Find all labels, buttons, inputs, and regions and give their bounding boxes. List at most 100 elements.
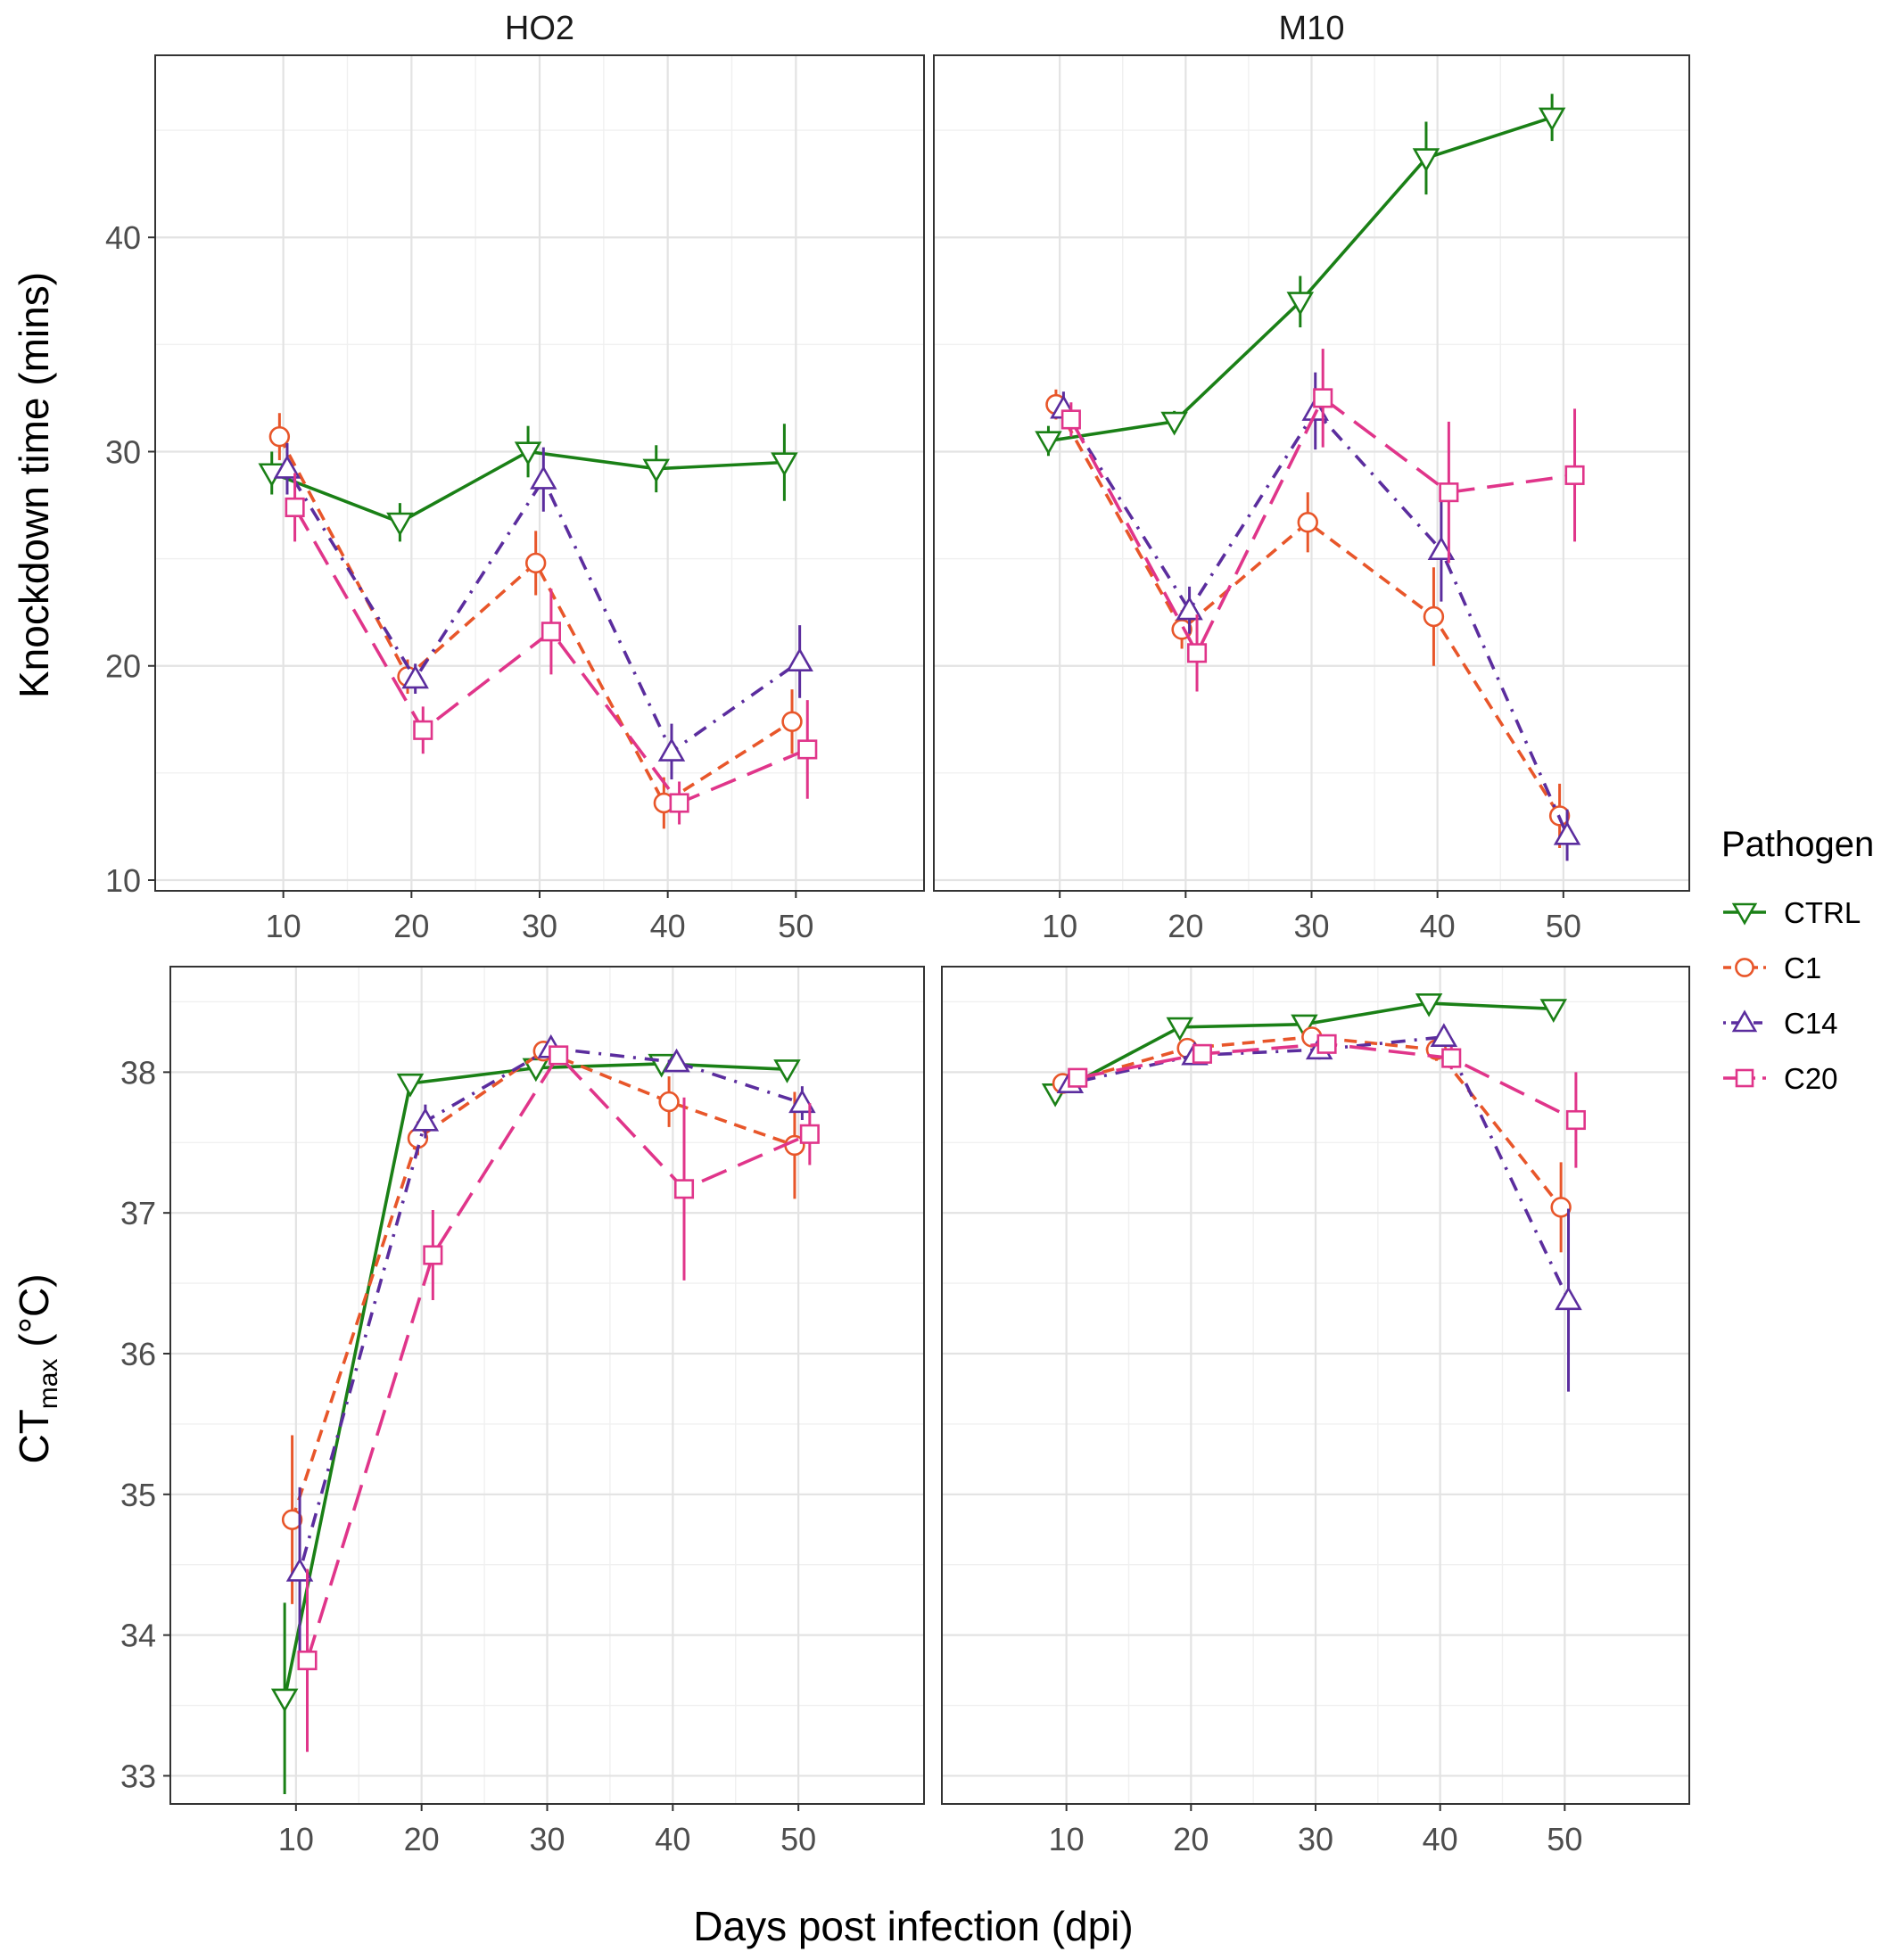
data-point	[1439, 482, 1459, 503]
x-tick-label: 30	[522, 908, 557, 944]
x-tick-label: 10	[266, 908, 301, 944]
gridlines	[942, 967, 1689, 1804]
series-line	[1054, 403, 1562, 817]
legend-label: C20	[1784, 1062, 1838, 1095]
x-tick-label: 40	[1423, 1821, 1458, 1857]
data-point	[1035, 431, 1062, 456]
panel-r1-c1: 10 20 30 40 50	[941, 966, 1690, 1857]
panel-r0-c0: HO2 10 20 30 40 50 10 20 30 40	[105, 10, 925, 944]
panel-r0-c1: M10 10 20 30 40 50	[933, 10, 1690, 944]
legend-label: C14	[1784, 1007, 1838, 1040]
y-axis-title-top: Knockdown time (mins)	[11, 272, 57, 698]
data-point	[1060, 409, 1081, 430]
y-tick-label: 38	[120, 1054, 156, 1091]
x-tick-label: 20	[1173, 1821, 1209, 1857]
data-point	[396, 1073, 425, 1098]
labels-layer: Days post infection (dpi) Knockdown time…	[11, 272, 1134, 1949]
series-C20	[285, 473, 818, 825]
strip-label: HO2	[505, 10, 574, 47]
x-tick-label: 30	[1298, 1821, 1333, 1857]
data-point	[773, 1059, 801, 1083]
data-point	[268, 425, 291, 448]
panels-layer: HO2 10 20 30 40 50 10 20 30 40 M10 10 20 30 40 50 10 20 30…	[105, 10, 1690, 1857]
x-tick-label: 10	[1049, 1821, 1085, 1857]
y-tick-label: 40	[105, 219, 141, 256]
data-point	[797, 739, 818, 760]
data-point	[1441, 1048, 1462, 1068]
data-point	[1176, 596, 1203, 621]
x-tick-label: 50	[778, 908, 813, 944]
series-CTRL	[270, 1053, 801, 1794]
legend: Pathogen CTRL C1 C14 C20	[1721, 825, 1874, 1095]
series-line	[1061, 408, 1569, 836]
x-tick-label: 40	[1420, 908, 1456, 944]
data-point	[657, 737, 686, 762]
data-point	[514, 441, 542, 466]
data-point	[1555, 1286, 1582, 1311]
data-point	[1186, 643, 1208, 663]
y-tick-label: 35	[120, 1477, 156, 1513]
data-point	[1423, 605, 1445, 628]
series-C14	[273, 442, 813, 780]
data-point	[281, 1509, 303, 1530]
series-layer	[258, 413, 818, 829]
data-point	[530, 465, 557, 490]
x-tick-label: 40	[655, 1821, 690, 1857]
gridlines	[934, 55, 1689, 891]
x-tick-label: 20	[393, 908, 429, 944]
legend-marker	[1731, 1009, 1758, 1033]
data-point	[1564, 465, 1585, 485]
series-line	[1069, 1034, 1571, 1301]
legend-title: Pathogen	[1721, 825, 1874, 864]
series-C1	[1052, 1026, 1572, 1253]
x-tick-label: 40	[650, 908, 686, 944]
y-tick-label: 36	[120, 1336, 156, 1372]
data-point	[401, 664, 429, 689]
data-point	[642, 458, 670, 483]
data-point	[1427, 536, 1456, 561]
data-point	[1160, 411, 1188, 436]
x-tick-label: 20	[1168, 908, 1203, 944]
x-tick-label: 30	[1293, 908, 1329, 944]
series-line	[283, 1062, 788, 1699]
series-layer	[1041, 992, 1586, 1392]
data-point	[1412, 148, 1440, 172]
legend-item-CTRL: CTRL	[1723, 896, 1861, 929]
series-line	[277, 435, 793, 806]
x-tick-label: 30	[529, 1821, 565, 1857]
data-point	[1430, 1023, 1458, 1047]
legend-item-C1: C1	[1723, 951, 1821, 984]
y-axis-title-bottom-main: CT	[11, 1409, 57, 1463]
data-point	[771, 452, 798, 477]
data-point	[1538, 107, 1566, 132]
x-tick-label: 50	[780, 1821, 816, 1857]
data-point	[663, 1048, 690, 1073]
series-C20	[1060, 349, 1585, 692]
series-CTRL	[1041, 992, 1568, 1108]
data-point	[524, 552, 547, 574]
y-tick-label: 30	[105, 433, 141, 470]
data-point	[285, 1557, 314, 1582]
y-axis-title-bottom-unit: (°C)	[11, 1273, 57, 1358]
data-point	[788, 1089, 816, 1114]
data-point	[1316, 1034, 1337, 1054]
y-axis-title-bottom-subscript: max	[34, 1359, 63, 1410]
data-point	[1539, 999, 1568, 1023]
data-point	[1291, 1014, 1318, 1039]
series-C20	[297, 1045, 820, 1752]
legend-marker	[1735, 1068, 1754, 1088]
strip-label: M10	[1279, 10, 1345, 47]
series-C1	[1045, 389, 1571, 848]
series-layer	[1035, 94, 1585, 861]
data-point	[273, 455, 301, 479]
data-point	[1565, 1109, 1586, 1131]
data-point	[297, 1650, 318, 1671]
data-point	[1553, 820, 1581, 845]
data-point	[411, 1107, 440, 1132]
x-tick-label: 20	[404, 1821, 440, 1857]
series-C1	[268, 413, 803, 829]
y-tick-label: 20	[105, 648, 141, 685]
data-point	[673, 1179, 695, 1199]
data-point	[423, 1245, 443, 1265]
data-point	[658, 1091, 680, 1113]
